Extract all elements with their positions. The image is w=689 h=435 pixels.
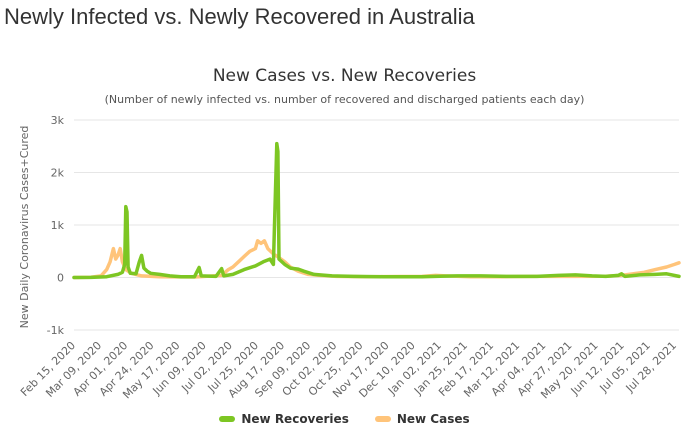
- series-lines: [72, 141, 681, 280]
- y-tick-label: 3k: [51, 114, 65, 127]
- y-tick-label: 0: [57, 272, 64, 285]
- y-tick-label: 2k: [51, 167, 65, 180]
- page-heading: Newly Infected vs. Newly Recovered in Au…: [4, 4, 475, 29]
- series-line-recoveries: [72, 141, 681, 280]
- chart-title: New Cases vs. New Recoveries: [212, 66, 477, 86]
- legend: New Recoveries New Cases: [0, 412, 689, 426]
- legend-swatch-recoveries: [219, 416, 236, 422]
- y-tick-labels: -1k 0 1k 2k 3k: [47, 114, 65, 337]
- legend-label-recoveries: New Recoveries: [241, 412, 349, 426]
- legend-swatch-cases: [374, 416, 391, 422]
- legend-item-cases[interactable]: New Cases: [374, 412, 470, 426]
- legend-item-recoveries[interactable]: New Recoveries: [219, 412, 349, 426]
- series-line-cases: [72, 239, 681, 280]
- y-tick-label: 1k: [51, 219, 65, 232]
- chart-subtitle: (Number of newly infected vs. number of …: [104, 93, 585, 106]
- legend-label-cases: New Cases: [396, 412, 470, 426]
- y-tick-label: -1k: [47, 324, 65, 337]
- grid-lines: [74, 119, 679, 331]
- y-axis-label: New Daily Coronavirus Cases+Cured: [18, 126, 31, 329]
